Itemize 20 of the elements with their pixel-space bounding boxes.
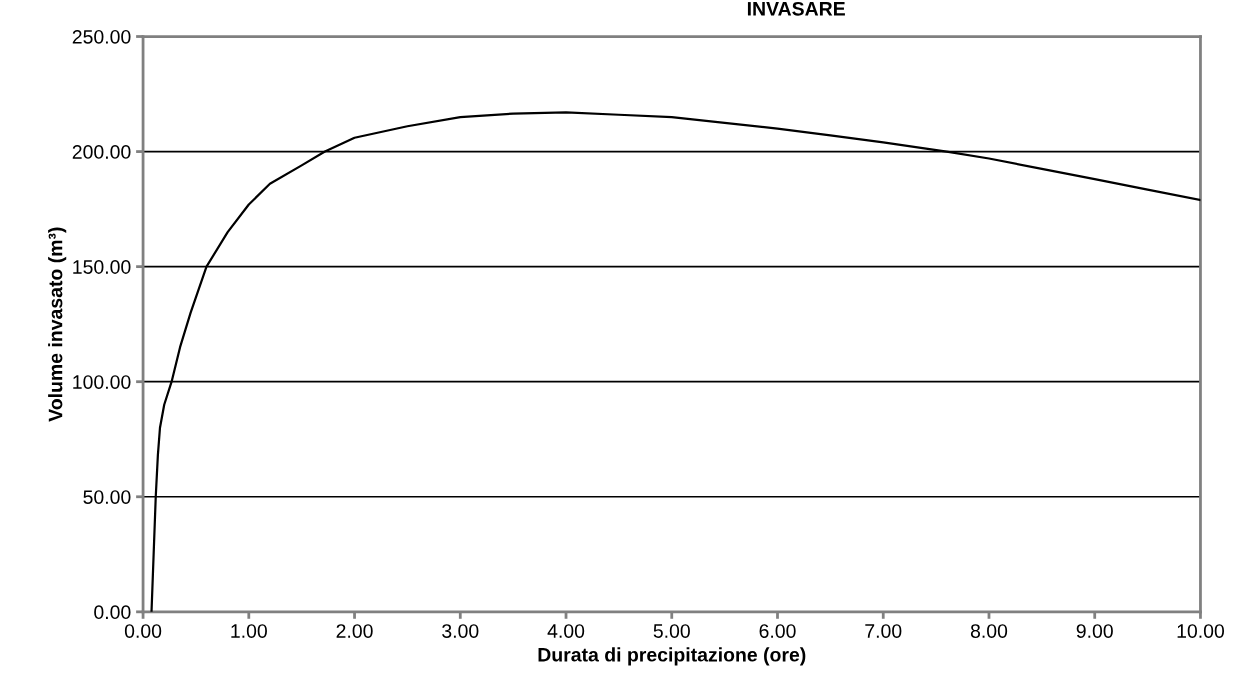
x-tick-label: 1.00 [231, 624, 267, 638]
y-tick-label: 200.00 [72, 145, 131, 159]
y-axis-title: Volume invasato (m³) [48, 227, 67, 422]
x-tick-label: 7.00 [865, 624, 902, 638]
chart-title: INVASARE [747, 1, 845, 16]
y-tick-label: 0.00 [94, 605, 131, 620]
x-tick-label: 8.00 [970, 624, 1008, 638]
x-tick-label: 0.00 [124, 624, 162, 638]
x-tick-label: 10.00 [1177, 624, 1225, 638]
x-tick-label: 3.00 [442, 624, 479, 638]
x-tick-label: 4.00 [547, 624, 585, 638]
x-axis-title: Durata di precipitazione (ore) [538, 647, 806, 666]
x-tick-label: 2.00 [336, 624, 373, 638]
y-tick-label: 50.00 [83, 490, 131, 505]
y-tick-label: 100.00 [73, 375, 131, 389]
y-tick-label: 250.00 [72, 29, 131, 44]
x-tick-label: 9.00 [1076, 624, 1113, 638]
x-tick-label: 5.00 [653, 624, 690, 638]
y-tick-label: 150.00 [73, 260, 131, 274]
x-tick-label: 6.00 [759, 624, 796, 638]
